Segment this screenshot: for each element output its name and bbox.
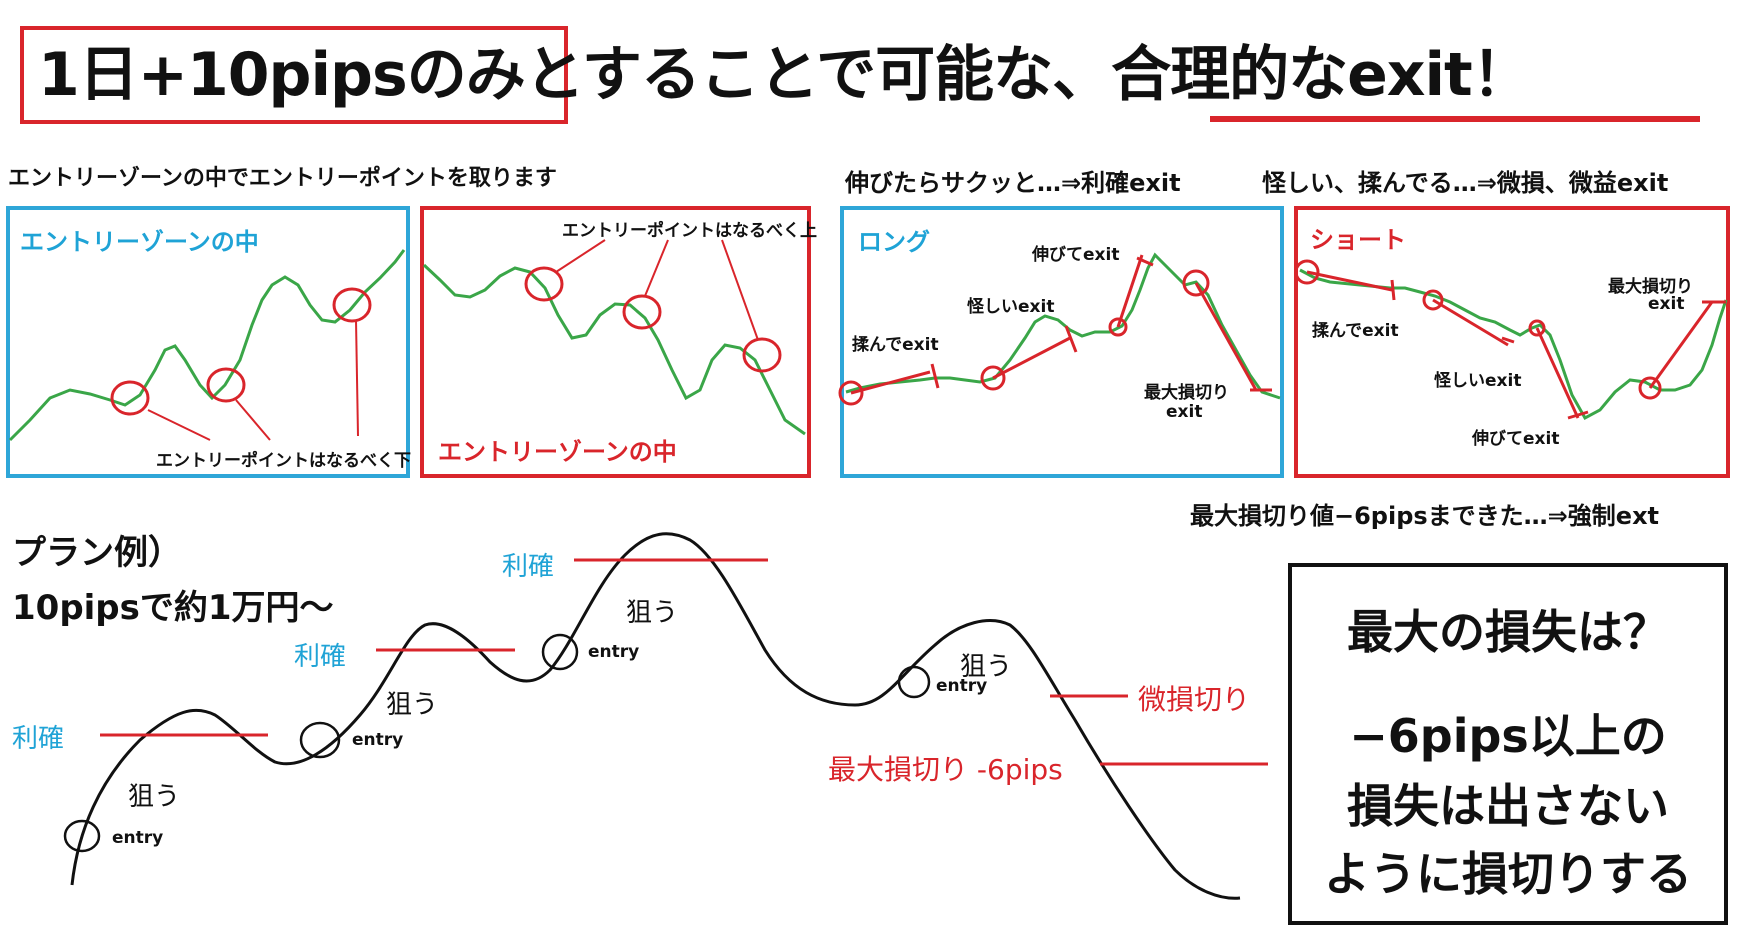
tp-label-2: 利確	[294, 642, 347, 672]
plan-entry-circle-4	[897, 665, 931, 699]
loss-box-question: 最大の損失は？	[1347, 605, 1669, 659]
p3-circle-4	[1182, 269, 1210, 297]
exit-caption-b: 怪しい、揉んでる…⇒微損、微益exit	[1262, 169, 1669, 197]
p4-label: ショート	[1310, 226, 1406, 254]
p1-entry-circle-3	[332, 287, 372, 323]
exit-caption-a: 伸びたらサクッと…⇒利確exit	[845, 169, 1181, 197]
p3-note-d2: exit	[1166, 402, 1203, 422]
p3-price-line	[845, 252, 1281, 400]
plan-title: プラン例）	[12, 533, 182, 573]
entry-label-2: entry	[352, 730, 404, 750]
p2-entry-circle-2	[622, 294, 662, 330]
loss-box-answer-3: ように損切りする	[1324, 847, 1692, 901]
max-loss-label: 最大損切り -6pips	[828, 753, 1063, 786]
plan-entry-circle-1	[63, 819, 101, 853]
p3-label: ロング	[858, 228, 930, 256]
page-title: 1日+10pipsのみとすることで可能な、合理的なexit！	[38, 40, 1532, 110]
small-loss-label: 微損切り	[1138, 683, 1251, 716]
panel-short	[1294, 206, 1730, 478]
p4-note-d1: 最大損切り	[1608, 277, 1693, 297]
title-highlight-box	[20, 26, 568, 124]
max-loss-box	[1288, 563, 1728, 925]
p4-note-a: 揉んでexit	[1312, 321, 1399, 341]
loss-box-answer-2: 損失は出さない	[1347, 779, 1669, 833]
p3-note-d1: 最大損切り	[1144, 383, 1229, 403]
aim-label-2: 狙う	[386, 690, 439, 720]
force-exit-caption: 最大損切り値−6pipsまできた…⇒強制ext	[1190, 502, 1660, 530]
plan-entry-circle-2	[299, 721, 341, 759]
loss-box-answer-1: −6pips以上の	[1349, 709, 1667, 763]
p3-note-a: 揉んでexit	[852, 335, 939, 355]
p2-label: エントリーゾーンの中	[438, 438, 677, 466]
plan-subtitle: 10pipsで約1万円〜	[12, 588, 334, 628]
p4-circle-2	[1422, 289, 1444, 311]
p1-label: エントリーゾーンの中	[20, 228, 259, 256]
plan-entry-circle-3	[541, 633, 579, 671]
p3-note-c: 伸びてexit	[1032, 245, 1120, 265]
p1-entry-circle-1	[110, 380, 150, 416]
plan-price-curve	[70, 532, 1241, 900]
p4-circle-1	[1294, 259, 1320, 285]
panel-long	[840, 206, 1284, 478]
p2-price-line	[422, 263, 806, 436]
panel-entry-low	[6, 206, 410, 478]
panel-entry-high	[420, 206, 811, 478]
p4-circle-3	[1528, 319, 1546, 337]
p2-entry-circle-1	[524, 266, 564, 302]
aim-label-1: 狙う	[128, 782, 181, 812]
p3-circle-3	[1108, 317, 1128, 337]
tp-label-3: 利確	[502, 552, 555, 582]
aim-label-4: 狙う	[960, 652, 1013, 682]
p4-note-d2: exit	[1648, 294, 1685, 314]
p4-note-b: 怪しいexit	[1434, 371, 1522, 391]
p3-circle-1	[838, 380, 864, 406]
p3-note-b: 怪しいexit	[967, 297, 1055, 317]
p1-entry-circle-2	[206, 367, 246, 403]
p1-note: エントリーポイントはなるべく下	[156, 451, 411, 471]
entry-label-3: entry	[588, 642, 640, 662]
entry-label-4: entry	[936, 676, 988, 696]
tp-label-1: 利確	[12, 724, 65, 754]
aim-label-3: 狙う	[626, 598, 679, 628]
p2-entry-circle-3	[742, 337, 782, 373]
p2-note: エントリーポイントはなるべく上	[562, 221, 817, 241]
title-underline	[1210, 116, 1700, 122]
p3-circle-2	[980, 365, 1006, 391]
p4-circle-4	[1638, 376, 1662, 400]
entry-label-1: entry	[112, 828, 164, 848]
p1-price-line	[8, 249, 406, 442]
entry-caption: エントリーゾーンの中でエントリーポイントを取ります	[8, 166, 557, 191]
p4-note-c: 伸びてexit	[1472, 429, 1560, 449]
